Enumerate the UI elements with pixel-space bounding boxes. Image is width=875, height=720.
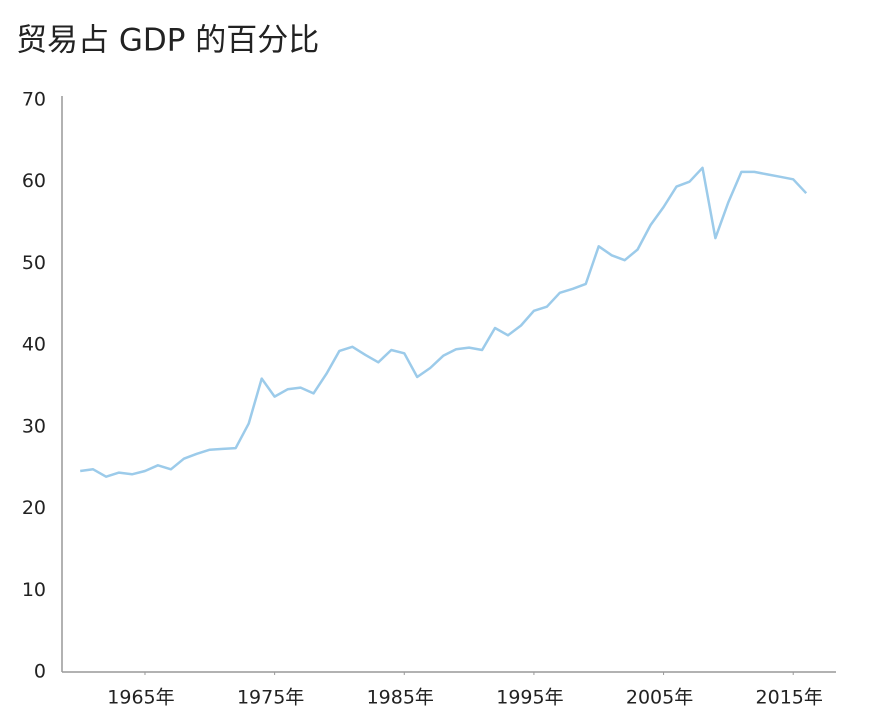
x-tick-label: 1965年: [107, 687, 174, 709]
y-tick-label: 40: [22, 334, 46, 356]
data-line: [80, 166, 808, 478]
x-tick-label: 1985年: [367, 687, 434, 709]
chart-title: 贸易占 GDP 的百分比: [16, 23, 319, 59]
x-tick-label: 1995年: [496, 687, 563, 709]
y-tick-label: 30: [22, 415, 46, 437]
y-tick-label: 60: [22, 170, 46, 192]
y-tick-label: 0: [34, 661, 46, 683]
y-tick-label: 70: [22, 89, 46, 111]
y-tick-label: 50: [22, 252, 46, 274]
x-tick-label: 2005年: [626, 687, 693, 709]
y-tick-label: 20: [22, 497, 46, 519]
x-tick-label: 2015年: [756, 687, 823, 709]
x-tick-label: 1975年: [237, 687, 304, 709]
y-tick-label: 10: [22, 579, 46, 601]
